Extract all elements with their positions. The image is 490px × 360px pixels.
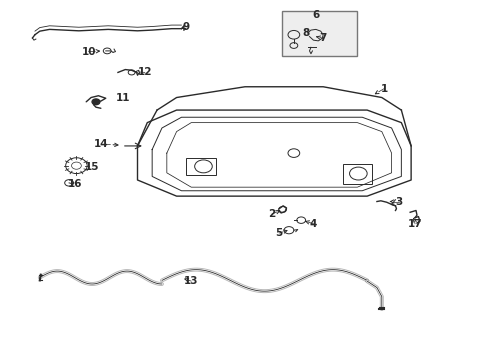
Text: 16: 16 xyxy=(68,179,82,189)
Text: 10: 10 xyxy=(81,46,96,57)
Text: 7: 7 xyxy=(319,33,327,43)
Text: 12: 12 xyxy=(138,67,152,77)
Circle shape xyxy=(92,99,100,105)
Text: 4: 4 xyxy=(310,219,317,229)
Text: 17: 17 xyxy=(408,219,422,229)
Text: 11: 11 xyxy=(116,93,130,103)
Text: 15: 15 xyxy=(85,162,100,172)
Text: 13: 13 xyxy=(184,276,198,286)
Text: 14: 14 xyxy=(94,139,108,149)
Text: 1: 1 xyxy=(381,84,388,94)
Text: 2: 2 xyxy=(268,209,275,219)
Text: 8: 8 xyxy=(302,28,310,38)
Text: 9: 9 xyxy=(183,22,190,32)
Bar xyxy=(282,12,357,56)
Text: 3: 3 xyxy=(395,197,403,207)
Text: 6: 6 xyxy=(312,10,319,20)
Text: 5: 5 xyxy=(275,228,283,238)
